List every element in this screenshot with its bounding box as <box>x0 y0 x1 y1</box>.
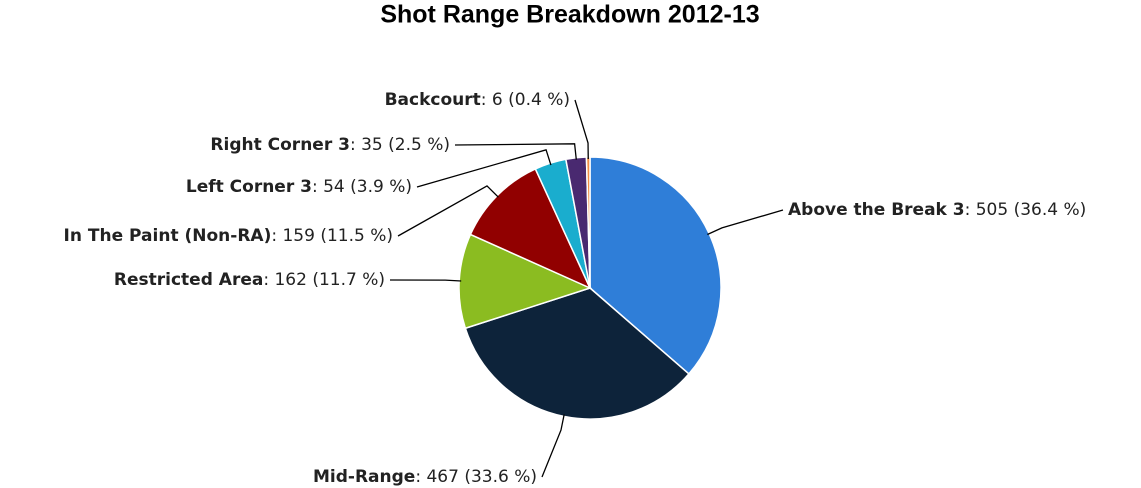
data-label: Backcourt: 6 (0.4 %) <box>385 90 570 110</box>
connector-line <box>454 143 577 160</box>
category-name: In The Paint (Non-RA) <box>64 226 272 246</box>
category-name: Above the Break 3 <box>788 200 965 220</box>
connector-line <box>707 209 784 236</box>
value-label: : 35 (2.5 %) <box>350 135 450 155</box>
category-name: Mid-Range <box>313 467 415 487</box>
value-label: : 162 (11.7 %) <box>263 270 385 290</box>
data-label: Restricted Area: 162 (11.7 %) <box>114 270 385 290</box>
connector-line <box>574 99 589 160</box>
data-label: Left Corner 3: 54 (3.9 %) <box>186 177 412 197</box>
connector-line <box>416 149 552 188</box>
value-label: : 467 (33.6 %) <box>415 467 537 487</box>
connector-line <box>397 185 499 237</box>
value-label: : 6 (0.4 %) <box>481 90 570 110</box>
connector-line <box>541 414 565 478</box>
value-label: : 505 (36.4 %) <box>965 200 1087 220</box>
data-label: Above the Break 3: 505 (36.4 %) <box>788 200 1086 220</box>
category-name: Backcourt <box>385 90 481 110</box>
category-name: Left Corner 3 <box>186 177 312 197</box>
data-label: Mid-Range: 467 (33.6 %) <box>313 467 537 487</box>
value-label: : 159 (11.5 %) <box>271 226 393 246</box>
value-label: : 54 (3.9 %) <box>312 177 412 197</box>
category-name: Right Corner 3 <box>210 135 350 155</box>
connector-line <box>389 279 462 282</box>
chart-title: Shot Range Breakdown 2012-13 <box>380 1 759 29</box>
data-label: Right Corner 3: 35 (2.5 %) <box>210 135 450 155</box>
data-label: In The Paint (Non-RA): 159 (11.5 %) <box>64 226 393 246</box>
category-name: Restricted Area <box>114 270 263 290</box>
